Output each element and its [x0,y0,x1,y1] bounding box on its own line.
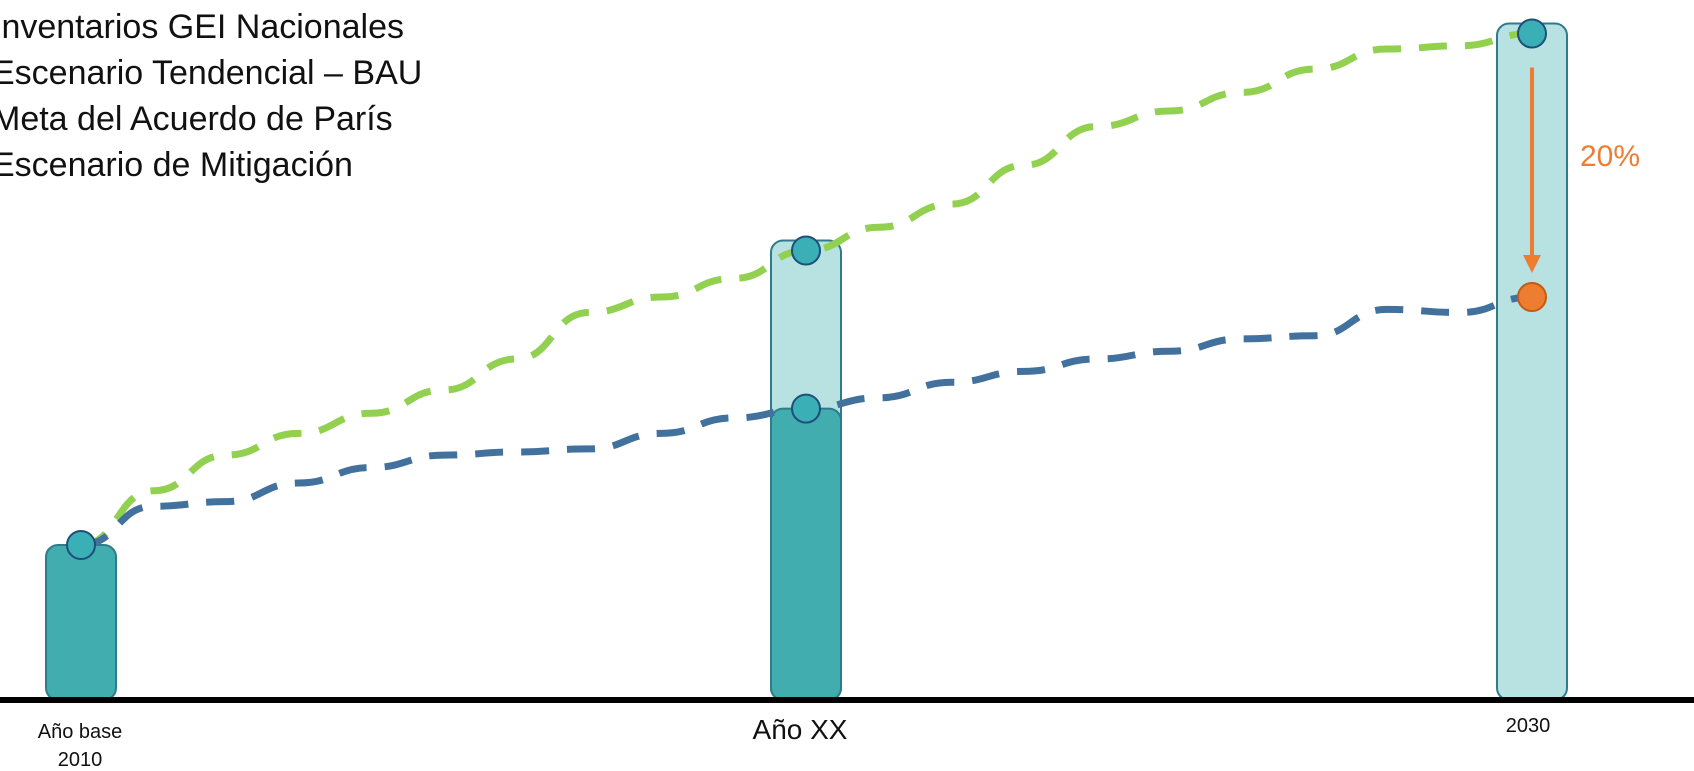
reduction-percent-label: 20% [1580,140,1641,173]
x-tick-label-end: 2030 [1505,715,1551,737]
bar-inventory-1 [770,407,842,701]
marker-2030-bau [1517,18,1547,49]
x-tick-label-base: Año base 2010 [30,718,130,771]
bar-inventory-0 [45,544,117,701]
x-tick-label-mid: Año XX [752,714,848,745]
reduction-arrow-head [1523,255,1541,273]
marker-2030-paris-target [1517,282,1547,312]
legend-item-escenario-tendencial: Escenario Tendencial – BAU [0,54,423,92]
legend: Inventarios GEI Nacionales Escenario Ten… [0,4,422,188]
bars-layer [45,22,1568,701]
marker-mid-bau [791,235,821,266]
marker-mid-inventory [791,393,821,424]
x-tick-label-base-line2: 2010 [57,749,103,771]
legend-item-escenario-mitigacion: Escenario de Mitigación [0,146,353,184]
legend-item-meta-paris: Meta del Acuerdo de París [0,100,393,138]
x-tick-label-base-line1: Año base [37,721,123,743]
markers-layer [66,18,1547,560]
legend-item-inventarios: Inventarios GEI Nacionales [0,8,404,46]
marker-base-year [66,530,96,560]
